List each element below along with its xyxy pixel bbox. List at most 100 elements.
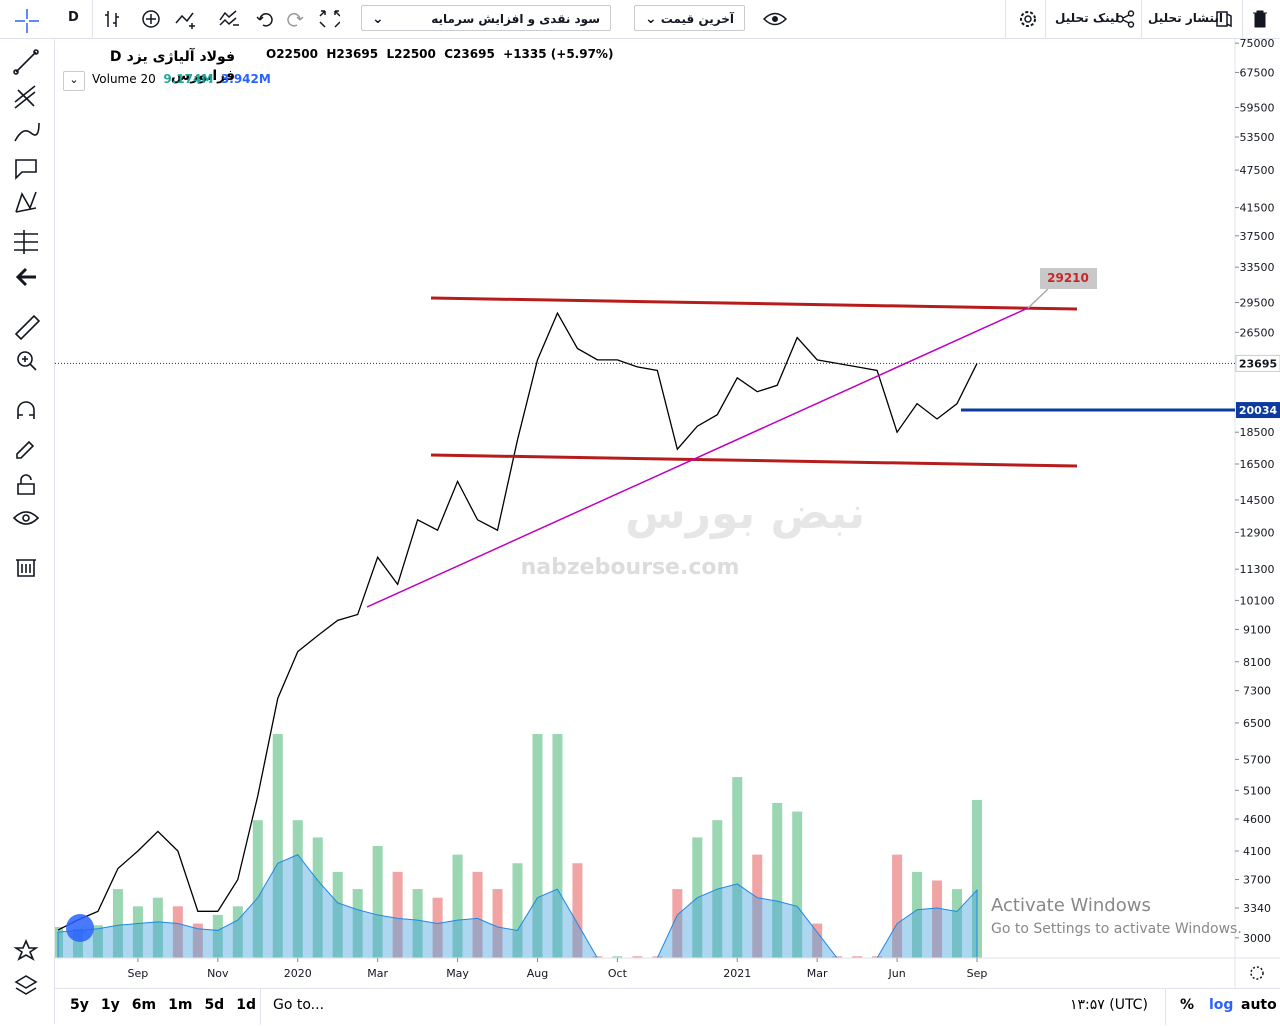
volume-bar xyxy=(732,777,743,958)
y-tick-label: 4600 xyxy=(1243,813,1271,826)
volume-bar xyxy=(932,880,943,958)
share-link[interactable]: لینک تحلیل xyxy=(1055,11,1120,25)
interval-button[interactable]: D xyxy=(68,10,79,25)
y-tick-label: 3000 xyxy=(1243,932,1271,945)
volume-bar xyxy=(152,897,163,958)
y-tick-label: 11300 xyxy=(1240,563,1275,576)
volume-bar xyxy=(55,926,63,958)
y-tick-label: 29500 xyxy=(1240,296,1275,309)
y-tick-label: 37500 xyxy=(1240,230,1275,243)
y-tick-label: 33500 xyxy=(1240,261,1275,274)
range-button[interactable]: 5d xyxy=(204,997,225,1013)
clock: ۱۳:۵۷ (UTC) xyxy=(1070,997,1148,1013)
drawing-toolbar xyxy=(0,8,55,1024)
volume-bar xyxy=(132,906,143,958)
range-button[interactable]: 6m xyxy=(131,997,157,1013)
y-tick-label: 9100 xyxy=(1243,623,1271,636)
delete-icon[interactable] xyxy=(1252,10,1268,28)
y-tick-label: 47500 xyxy=(1240,164,1275,177)
watermark-site: nabzebourse.com xyxy=(521,555,740,580)
volume-bar xyxy=(172,906,183,958)
legend-collapse[interactable]: ⌄ xyxy=(63,71,85,91)
dividend-select[interactable]: سود نقدی و افزایش سرمایه ⌄ xyxy=(361,5,611,31)
eye-icon[interactable] xyxy=(762,9,788,29)
price-line xyxy=(57,311,978,931)
volume-name: Volume 20 xyxy=(92,72,156,86)
symbol-name: فولاد آلیاژی یزد xyxy=(126,49,235,65)
last-price-label: 23695 xyxy=(1239,357,1277,370)
volume-bar xyxy=(192,923,203,958)
volume-bar xyxy=(852,956,863,958)
volume-bar xyxy=(472,871,483,958)
y-tick-label: 5100 xyxy=(1243,784,1271,797)
activation-text: Go to Settings to activate Windows. xyxy=(991,921,1242,937)
volume-bar xyxy=(432,897,443,958)
level-label: 20034 xyxy=(1239,404,1278,417)
logo-badge xyxy=(66,914,94,942)
ohlc-close: C23695 xyxy=(444,47,495,61)
toolbar-icons xyxy=(105,10,340,29)
volume-bar xyxy=(672,889,683,958)
volume-bar xyxy=(212,914,223,958)
y-tick-label: 53500 xyxy=(1240,131,1275,144)
ohlc-high: H23695 xyxy=(326,47,379,61)
callout-connector xyxy=(1027,288,1049,309)
volume-bar xyxy=(572,863,583,958)
support-line xyxy=(430,453,1078,468)
volume-bar xyxy=(92,925,103,958)
y-tick-label: 18500 xyxy=(1240,426,1275,439)
x-tick-label: Jun xyxy=(887,967,905,980)
volume-bar xyxy=(912,871,923,958)
y-tick-label: 75000 xyxy=(1240,38,1275,50)
range-button[interactable]: 1m xyxy=(168,997,193,1013)
callout-badge xyxy=(1040,268,1097,289)
y-tick-label: 8100 xyxy=(1243,656,1271,669)
x-tick-label: Sep xyxy=(128,967,149,980)
crosshair-icon[interactable] xyxy=(14,8,40,34)
goto-button[interactable]: Go to... xyxy=(273,997,325,1013)
volume-bar xyxy=(772,802,783,958)
level-box xyxy=(1236,402,1280,419)
bottom-toolbar: 5y 1y 6m 1m 5d 1d Go to... ۱۳:۵۷ (UTC) % log … xyxy=(55,988,1280,1025)
share-icon xyxy=(1116,10,1135,28)
ohlc-low: L22500 xyxy=(386,47,436,61)
range-button[interactable]: 1d xyxy=(236,997,256,1013)
volume-bar xyxy=(632,956,643,958)
percent-toggle[interactable]: % xyxy=(1180,997,1195,1013)
volume-bar xyxy=(532,734,543,958)
volume-value: 9.174M xyxy=(163,72,214,86)
volume-bar xyxy=(812,923,823,958)
y-tick-label: 4100 xyxy=(1243,845,1271,858)
volume-bar xyxy=(412,889,423,958)
volume-bar xyxy=(792,811,803,958)
range-buttons: 5y 1y 6m 1m 5d 1d xyxy=(70,997,268,1013)
x-tick-label: May xyxy=(446,967,469,980)
volume-bar xyxy=(512,863,523,958)
axis-settings-icon[interactable] xyxy=(1250,966,1264,980)
dividend-select-text: سود نقدی و افزایش سرمایه xyxy=(431,12,600,26)
auto-toggle[interactable]: auto xyxy=(1241,997,1277,1013)
range-button[interactable]: 5y xyxy=(70,997,89,1013)
range-button[interactable]: 1y xyxy=(100,997,120,1013)
x-tick-label: Mar xyxy=(367,967,388,980)
y-tick-label: 3340 xyxy=(1243,902,1271,915)
volume-bar xyxy=(552,734,563,958)
ohlc-change: +1335 (+5.97%) xyxy=(503,47,614,61)
volume-bar xyxy=(832,956,843,958)
top-toolbar: D سود نقدی و افزایش سرمایه ⌄ آخرین قیمت ⌄ … xyxy=(0,0,1280,39)
volume-bar xyxy=(312,837,323,958)
publish-button[interactable]: انتشار تحلیل xyxy=(1148,11,1223,25)
ohlc-open: O22500 xyxy=(266,47,318,61)
y-tick-label: 7300 xyxy=(1243,685,1271,698)
volume-bar xyxy=(972,799,982,958)
settings-icon[interactable] xyxy=(1017,8,1039,30)
chart: نبض بورس nabzebourse.com 29210 Activate … xyxy=(55,38,1280,988)
volume-bar xyxy=(752,854,763,958)
price-select[interactable]: آخرین قیمت ⌄ xyxy=(634,5,745,31)
y-tick-label: 26500 xyxy=(1240,326,1275,339)
log-toggle[interactable]: log xyxy=(1209,997,1234,1013)
volume-bar xyxy=(892,854,903,958)
volume-bar xyxy=(952,889,963,958)
x-tick-label: Mar xyxy=(807,967,828,980)
x-tick-label: Sep xyxy=(967,967,988,980)
